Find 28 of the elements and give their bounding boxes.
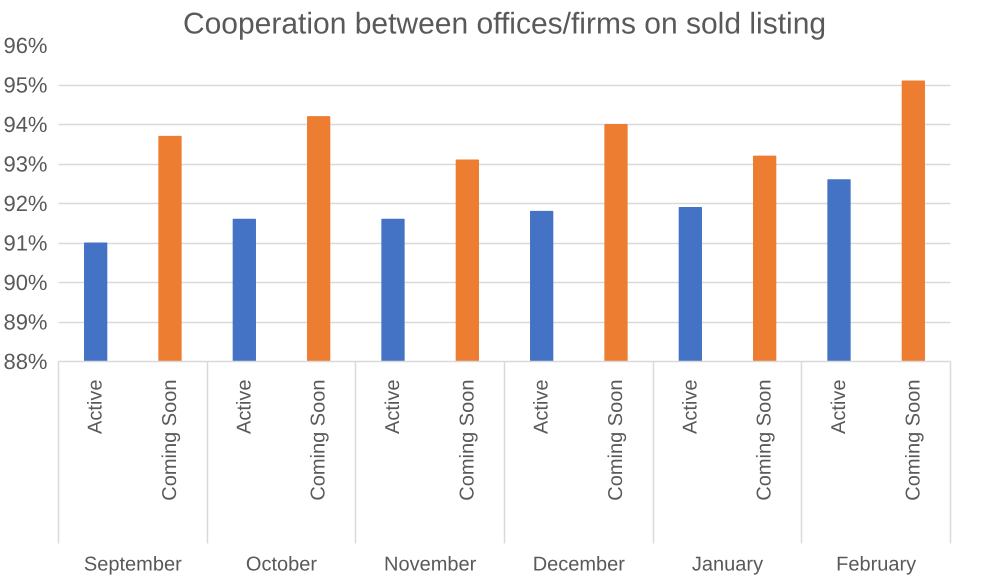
y-tick-label: 96% [3, 33, 48, 58]
text: October [246, 554, 318, 576]
x-tick-label: Coming Soon [754, 379, 776, 501]
y-tick-label: 88% [3, 349, 48, 374]
text: September [84, 554, 182, 576]
y-tick-label: 95% [3, 72, 48, 98]
x-tick-label: Active [233, 379, 256, 434]
y-tick-label: 91% [3, 230, 48, 256]
y-tick-label: 90% [3, 270, 48, 295]
y-tick-label: 89% [3, 310, 48, 334]
x-tick-label: Coming Soon [159, 379, 181, 501]
y-tick-label: 94% [3, 112, 48, 137]
text: January [692, 554, 764, 576]
x-tick-label: Active [828, 379, 850, 434]
text: November [384, 554, 477, 576]
x-tick-label: Coming Soon [456, 379, 478, 501]
y-tick-label: 93% [3, 152, 48, 176]
x-tick-label: Active [382, 379, 404, 434]
text: December [532, 554, 626, 576]
chart-title: Cooperation between offices/firms on sold listing [182, 8, 826, 40]
x-tick-label: Coming Soon [605, 379, 627, 501]
y-tick-label: 92% [3, 191, 48, 216]
text: February [836, 554, 916, 576]
x-tick-label: Active [84, 379, 107, 434]
x-tick-label: Coming Soon [902, 379, 924, 501]
x-tick-label: Active [530, 379, 553, 434]
x-tick-label: Active [679, 379, 702, 434]
x-tick-label: Coming Soon [308, 379, 330, 501]
